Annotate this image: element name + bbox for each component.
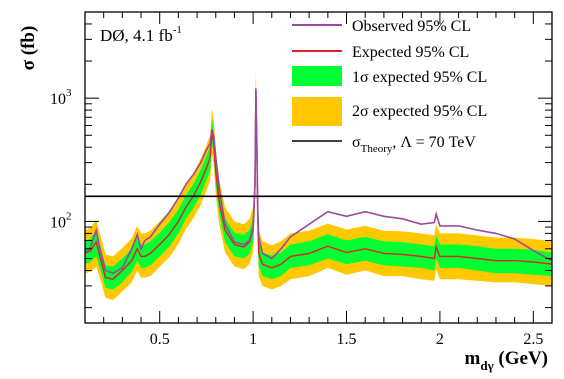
expected-bands: [85, 67, 552, 301]
x-tick-label: 2.5: [523, 331, 543, 348]
x-tick-label: 1: [249, 331, 257, 348]
legend-theory-label: σTheory, Λ = 70 TeV: [352, 134, 476, 155]
x-tick-label: 2: [436, 331, 444, 348]
expected-limit-line: [84, 90, 553, 280]
axis-ticks: 0.5 1 1.5 2 2.5 102 103: [50, 11, 553, 348]
plot-frame: [84, 11, 553, 324]
x-tick-label: 0.5: [150, 331, 170, 348]
legend-2sigma-swatch: [292, 97, 342, 126]
legend-expected-label: Expected 95% CL: [352, 44, 469, 61]
legend-1sigma-label: 1σ expected 95% CL: [352, 69, 487, 86]
legend-observed-label: Observed 95% CL: [352, 18, 471, 35]
y-axis-label: σ (fb): [18, 26, 39, 71]
experiment-annotation: DØ, 4.1 fb-1: [100, 24, 182, 45]
legend-2sigma-label: 2σ expected 95% CL: [352, 103, 487, 120]
legend: Observed 95% CL Expected 95% CL 1σ expec…: [292, 18, 487, 155]
legend-1sigma-swatch: [292, 66, 342, 86]
y-tick-label: 102: [50, 210, 72, 231]
y-tick-label: 103: [50, 87, 72, 108]
band-1sigma: [85, 78, 552, 290]
x-axis-label: mdγ (GeV): [465, 348, 548, 373]
limit-curves: [84, 88, 553, 280]
observed-limit-line: [84, 88, 553, 275]
x-tick-label: 1.5: [337, 331, 357, 348]
